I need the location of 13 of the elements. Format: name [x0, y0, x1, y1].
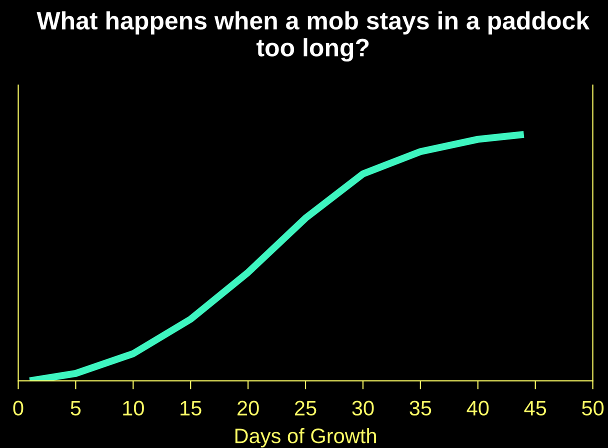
x-tick-label: 10: [123, 400, 144, 416]
x-tick-label: 50: [582, 400, 604, 416]
x-tick-label: 30: [352, 400, 374, 416]
x-tick-label: 20: [238, 400, 259, 416]
x-axis-title: Days of Growth: [235, 428, 376, 448]
chart-title: What happens when a mob stays in a paddock too long?: [36, 11, 590, 62]
x-tick-label: 5: [70, 401, 81, 416]
x-tick-label: 45: [524, 401, 546, 416]
x-tick-label: 35: [410, 400, 432, 416]
x-tick-label: 40: [466, 400, 489, 416]
x-tick-label: 25: [294, 400, 316, 416]
x-tick-label: 0: [13, 400, 24, 416]
x-tick-label: 15: [180, 401, 202, 416]
